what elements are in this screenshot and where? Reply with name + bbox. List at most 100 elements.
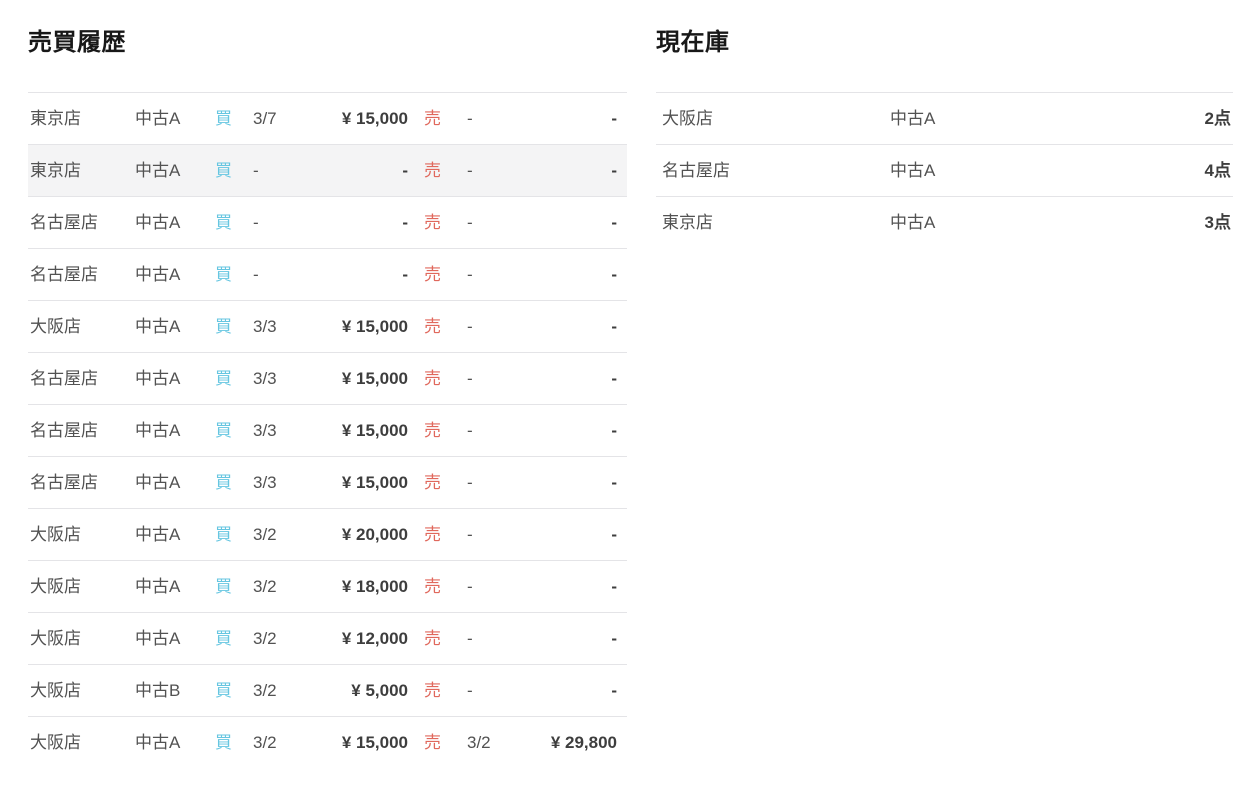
store-cell: 大阪店 (30, 733, 81, 752)
store-cell: 大阪店 (30, 525, 81, 544)
store-cell: 名古屋店 (30, 265, 98, 284)
buy-label: 買 (215, 161, 232, 180)
buy-date-cell: 3/2 (253, 577, 277, 596)
sell-price-cell: - (611, 109, 617, 128)
trade-history-row[interactable]: 東京店 中古A 買 3/7 ¥ 15,000 売 - - (28, 92, 627, 145)
buy-date-cell: 3/2 (253, 733, 277, 752)
buy-label: 買 (215, 681, 232, 700)
item-cell: 中古A (890, 109, 936, 128)
trade-history-row[interactable]: 大阪店 中古A 買 3/2 ¥ 15,000 売 3/2 ¥ 29,800 (28, 716, 627, 769)
buy-price-cell: - (402, 265, 408, 284)
sell-price-cell: - (611, 317, 617, 336)
store-cell: 名古屋店 (30, 369, 98, 388)
store-cell: 東京店 (662, 213, 713, 232)
inventory-row[interactable]: 東京店 中古A 3点 (656, 196, 1233, 249)
buy-price-cell: ¥ 15,000 (341, 421, 408, 440)
buy-date-cell: - (253, 161, 259, 180)
item-cell: 中古A (135, 317, 181, 336)
buy-date-cell: 3/2 (253, 681, 277, 700)
sell-label: 売 (424, 109, 441, 128)
sell-label: 売 (424, 577, 441, 596)
buy-price-cell: - (402, 161, 408, 180)
quantity-cell: 2点 (1204, 109, 1231, 128)
buy-date-cell: 3/3 (253, 473, 277, 492)
buy-date-cell: 3/7 (253, 109, 277, 128)
sell-date-cell: - (467, 525, 473, 544)
inventory-title: 現在庫 (656, 29, 730, 56)
store-cell: 東京店 (30, 161, 81, 180)
sell-label: 売 (424, 629, 441, 648)
inventory-section: 現在庫 大阪店 中古A 2点 名古屋店 中古A 4点 東京店 中古A 3点 (656, 28, 1233, 248)
sell-label: 売 (424, 213, 441, 232)
sell-date-cell: - (467, 369, 473, 388)
item-cell: 中古A (135, 213, 181, 232)
sell-price-cell: - (611, 681, 617, 700)
sell-date-cell: - (467, 265, 473, 284)
quantity-cell: 4点 (1204, 161, 1231, 180)
store-cell: 大阪店 (662, 109, 713, 128)
sell-label: 売 (424, 733, 441, 752)
trade-history-row[interactable]: 名古屋店 中古A 買 3/3 ¥ 15,000 売 - - (28, 456, 627, 509)
buy-label: 買 (215, 629, 232, 648)
sell-date-cell: - (467, 317, 473, 336)
buy-price-cell: ¥ 15,000 (341, 369, 408, 388)
sell-price-cell: - (611, 161, 617, 180)
store-cell: 名古屋店 (30, 421, 98, 440)
sell-price-cell: - (611, 473, 617, 492)
buy-date-cell: 3/2 (253, 525, 277, 544)
buy-date-cell: 3/3 (253, 317, 277, 336)
trade-history-row[interactable]: 大阪店 中古A 買 3/3 ¥ 15,000 売 - - (28, 300, 627, 353)
sell-label: 売 (424, 369, 441, 388)
trade-history-row[interactable]: 大阪店 中古A 買 3/2 ¥ 18,000 売 - - (28, 560, 627, 613)
trade-history-row[interactable]: 名古屋店 中古A 買 - - 売 - - (28, 248, 627, 301)
buy-label: 買 (215, 525, 232, 544)
buy-price-cell: - (402, 213, 408, 232)
trade-history-row[interactable]: 大阪店 中古B 買 3/2 ¥ 5,000 売 - - (28, 664, 627, 717)
sell-label: 売 (424, 317, 441, 336)
sell-date-cell: - (467, 629, 473, 648)
trade-history-row[interactable]: 大阪店 中古A 買 3/2 ¥ 20,000 売 - - (28, 508, 627, 561)
sell-label: 売 (424, 265, 441, 284)
buy-label: 買 (215, 421, 232, 440)
store-cell: 大阪店 (30, 317, 81, 336)
sell-price-cell: - (611, 577, 617, 596)
inventory-row[interactable]: 大阪店 中古A 2点 (656, 92, 1233, 145)
sell-label: 売 (424, 161, 441, 180)
sell-price-cell: - (611, 369, 617, 388)
item-cell: 中古A (135, 577, 181, 596)
buy-label: 買 (215, 733, 232, 752)
item-cell: 中古B (135, 681, 181, 700)
buy-date-cell: - (253, 213, 259, 232)
buy-label: 買 (215, 213, 232, 232)
inventory-row[interactable]: 名古屋店 中古A 4点 (656, 144, 1233, 197)
trade-history-row[interactable]: 大阪店 中古A 買 3/2 ¥ 12,000 売 - - (28, 612, 627, 665)
sell-date-cell: - (467, 421, 473, 440)
item-cell: 中古A (135, 421, 181, 440)
sell-date-cell: - (467, 213, 473, 232)
item-cell: 中古A (135, 525, 181, 544)
trade-history-row[interactable]: 名古屋店 中古A 買 - - 売 - - (28, 196, 627, 249)
store-cell: 名古屋店 (662, 161, 730, 180)
inventory-table: 大阪店 中古A 2点 名古屋店 中古A 4点 東京店 中古A 3点 (656, 92, 1233, 248)
item-cell: 中古A (135, 369, 181, 388)
sell-date-cell: - (467, 161, 473, 180)
buy-date-cell: 3/3 (253, 421, 277, 440)
trade-history-row[interactable]: 名古屋店 中古A 買 3/3 ¥ 15,000 売 - - (28, 352, 627, 405)
buy-price-cell: ¥ 15,000 (341, 317, 408, 336)
buy-price-cell: ¥ 15,000 (341, 733, 408, 752)
buy-price-cell: ¥ 15,000 (341, 109, 408, 128)
sell-price-cell: - (611, 265, 617, 284)
buy-label: 買 (215, 317, 232, 336)
item-cell: 中古A (135, 161, 181, 180)
sell-label: 売 (424, 681, 441, 700)
sell-label: 売 (424, 421, 441, 440)
item-cell: 中古A (135, 473, 181, 492)
sell-date-cell: - (467, 109, 473, 128)
sell-price-cell: - (611, 525, 617, 544)
trade-history-row[interactable]: 名古屋店 中古A 買 3/3 ¥ 15,000 売 - - (28, 404, 627, 457)
sell-label: 売 (424, 525, 441, 544)
trade-history-section: 売買履歴 東京店 中古A 買 3/7 ¥ 15,000 売 - - 東京店 中古… (28, 28, 627, 768)
trade-history-row[interactable]: 東京店 中古A 買 - - 売 - - (28, 144, 627, 197)
store-cell: 名古屋店 (30, 213, 98, 232)
item-cell: 中古A (135, 265, 181, 284)
